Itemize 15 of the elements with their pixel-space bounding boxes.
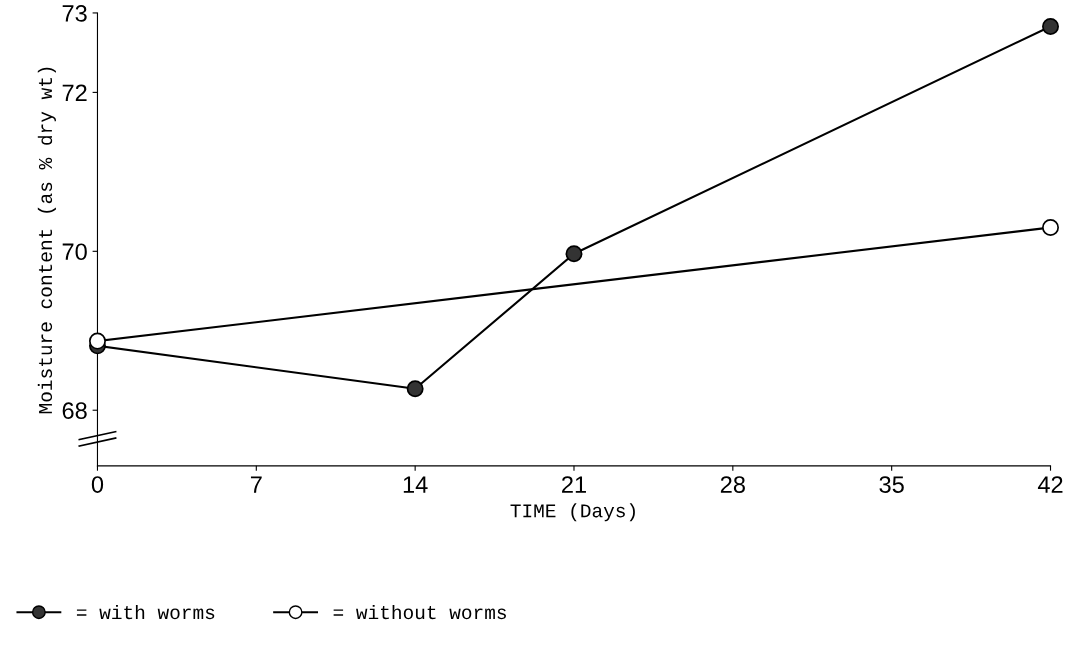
x-tick-label: 7 xyxy=(250,476,262,493)
y-tick-label: 70 xyxy=(62,243,87,261)
x-tick-label: 0 xyxy=(91,476,104,493)
legend-label: = without worms xyxy=(333,604,506,620)
x-tick-label: 28 xyxy=(720,476,745,493)
x-tick-label: 14 xyxy=(403,476,428,493)
y-axis-title: Moisture content (as % dry wt) xyxy=(37,67,56,414)
legend-label: = with worms xyxy=(76,604,215,620)
x-tick-label: 21 xyxy=(562,476,586,493)
x-tick-label: 42 xyxy=(1037,476,1063,493)
y-tick-label: 72 xyxy=(62,84,87,101)
x-axis-title: TIME (Days) xyxy=(510,503,635,522)
y-tick-label: 73 xyxy=(62,5,87,22)
y-tick-label: 68 xyxy=(62,402,87,420)
x-tick-label: 35 xyxy=(879,476,904,493)
